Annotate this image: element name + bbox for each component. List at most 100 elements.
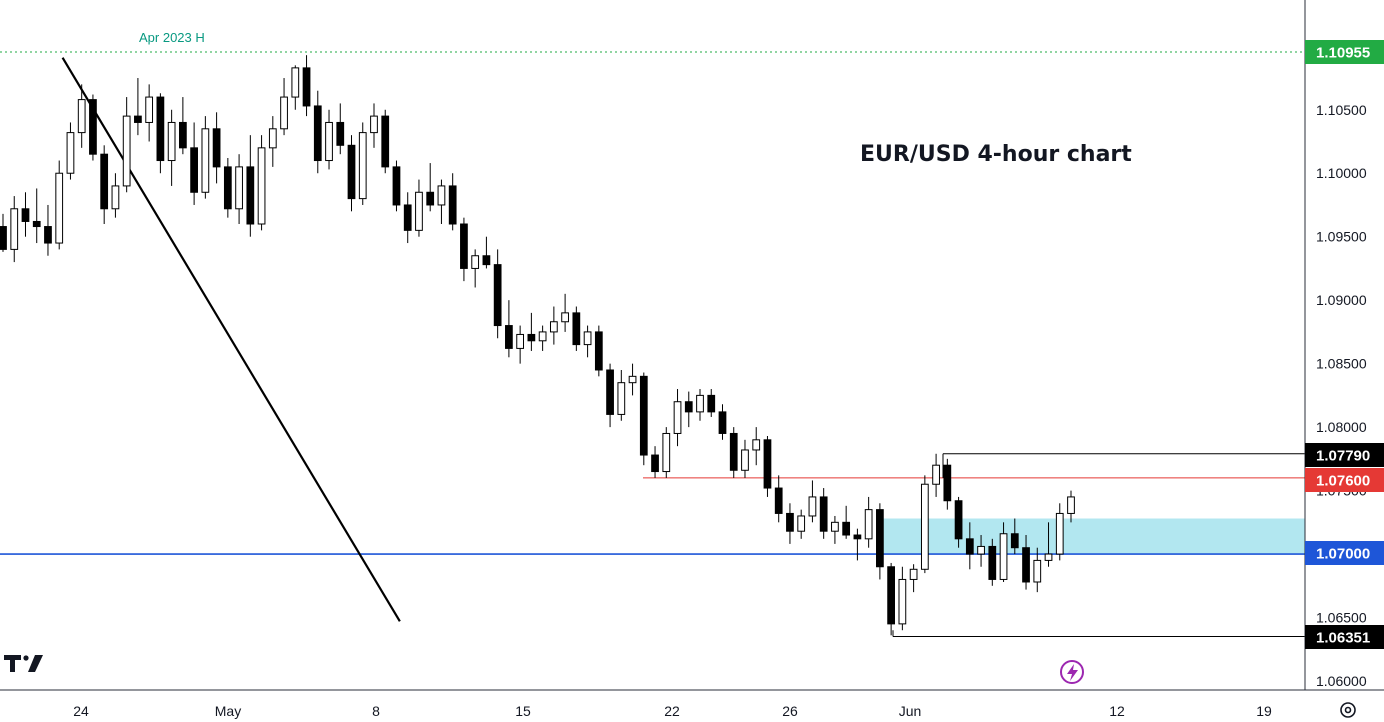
candle[interactable]: [415, 179, 423, 237]
candle[interactable]: [617, 369, 626, 421]
price-tag[interactable]: 1.10955: [1305, 40, 1384, 64]
candle[interactable]: [639, 372, 648, 466]
candle[interactable]: [684, 391, 693, 428]
candle[interactable]: [797, 509, 806, 539]
time-axis[interactable]: 24 May 8 15 22 26 Jun 12 19: [73, 703, 1272, 719]
candle[interactable]: [1022, 535, 1030, 590]
candle[interactable]: [460, 217, 468, 282]
candle[interactable]: [572, 306, 581, 351]
candle[interactable]: [223, 157, 232, 218]
candle[interactable]: [898, 566, 907, 631]
candle[interactable]: [662, 427, 671, 478]
candle[interactable]: [549, 306, 558, 345]
candle[interactable]: [977, 535, 985, 567]
candle[interactable]: [853, 528, 862, 561]
candle[interactable]: [10, 196, 19, 263]
candle[interactable]: [156, 93, 165, 174]
candle[interactable]: [1044, 522, 1053, 567]
candle[interactable]: [201, 116, 210, 199]
candle[interactable]: [808, 480, 817, 523]
downtrend-line[interactable]: [61, 57, 401, 622]
candle[interactable]: [1010, 518, 1019, 555]
candle[interactable]: [932, 453, 940, 497]
candle[interactable]: [516, 325, 525, 364]
candle[interactable]: [786, 503, 794, 544]
candle[interactable]: [909, 564, 918, 593]
candle[interactable]: [842, 505, 851, 539]
candle[interactable]: [774, 475, 783, 523]
candle[interactable]: [21, 192, 30, 237]
candle[interactable]: [336, 103, 345, 155]
candle[interactable]: [122, 97, 131, 193]
candle[interactable]: [77, 84, 86, 148]
candle[interactable]: [426, 163, 435, 212]
candle[interactable]: [1033, 547, 1042, 593]
candle[interactable]: [594, 325, 603, 377]
candle[interactable]: [628, 363, 637, 396]
candle[interactable]: [482, 236, 491, 269]
candle[interactable]: [493, 249, 502, 339]
candle[interactable]: [190, 122, 198, 205]
candle[interactable]: [606, 363, 614, 428]
candle[interactable]: [111, 173, 120, 218]
candle[interactable]: [887, 562, 895, 636]
candle[interactable]: [66, 122, 75, 180]
candle[interactable]: [988, 538, 997, 586]
candle[interactable]: [167, 109, 176, 186]
candle[interactable]: [965, 522, 974, 570]
candle[interactable]: [819, 488, 828, 539]
candle[interactable]: [583, 325, 592, 358]
candle[interactable]: [212, 112, 221, 184]
candle[interactable]: [505, 300, 513, 358]
candle[interactable]: [696, 389, 704, 421]
candle[interactable]: [729, 427, 738, 478]
candle[interactable]: [707, 389, 716, 417]
price-tag[interactable]: 1.06351: [1305, 625, 1384, 649]
candle[interactable]: [448, 173, 457, 231]
tradingview-logo[interactable]: [4, 655, 43, 672]
gear-icon[interactable]: [1340, 702, 1356, 718]
candle[interactable]: [437, 179, 446, 225]
price-tag[interactable]: 1.07790: [1305, 443, 1384, 467]
candle[interactable]: [1055, 503, 1064, 561]
candle[interactable]: [954, 496, 963, 548]
candle[interactable]: [89, 94, 97, 161]
candle[interactable]: [347, 135, 356, 212]
candle[interactable]: [257, 135, 266, 231]
candle[interactable]: [55, 160, 64, 250]
candle[interactable]: [673, 389, 682, 447]
candle[interactable]: [268, 116, 277, 167]
candle[interactable]: [943, 458, 952, 510]
candle[interactable]: [44, 204, 52, 256]
candle[interactable]: [831, 515, 839, 544]
candle[interactable]: [876, 503, 884, 580]
candle[interactable]: [246, 135, 255, 237]
candle[interactable]: [0, 213, 7, 252]
candle[interactable]: [291, 65, 300, 110]
candle[interactable]: [920, 475, 929, 574]
candle[interactable]: [999, 522, 1008, 582]
candle[interactable]: [651, 446, 659, 478]
candle[interactable]: [527, 312, 536, 351]
candle[interactable]: [235, 154, 243, 225]
candle[interactable]: [471, 249, 480, 288]
candle[interactable]: [763, 436, 772, 497]
candle[interactable]: [32, 188, 41, 244]
candle[interactable]: [134, 78, 142, 136]
price-tag[interactable]: 1.07000: [1305, 541, 1384, 565]
candle[interactable]: [864, 496, 873, 548]
candle[interactable]: [145, 84, 154, 142]
candle[interactable]: [392, 160, 401, 212]
candle[interactable]: [370, 103, 378, 148]
candle[interactable]: [100, 145, 109, 225]
candle[interactable]: [403, 192, 412, 244]
candle[interactable]: [561, 293, 569, 332]
price-tag[interactable]: 1.07600: [1305, 468, 1384, 492]
candle[interactable]: [718, 404, 727, 440]
candle[interactable]: [280, 78, 288, 136]
lightning-icon[interactable]: [1060, 660, 1084, 684]
candle[interactable]: [302, 55, 311, 117]
candle[interactable]: [538, 325, 547, 351]
candle[interactable]: [752, 427, 761, 466]
candle[interactable]: [741, 439, 749, 478]
